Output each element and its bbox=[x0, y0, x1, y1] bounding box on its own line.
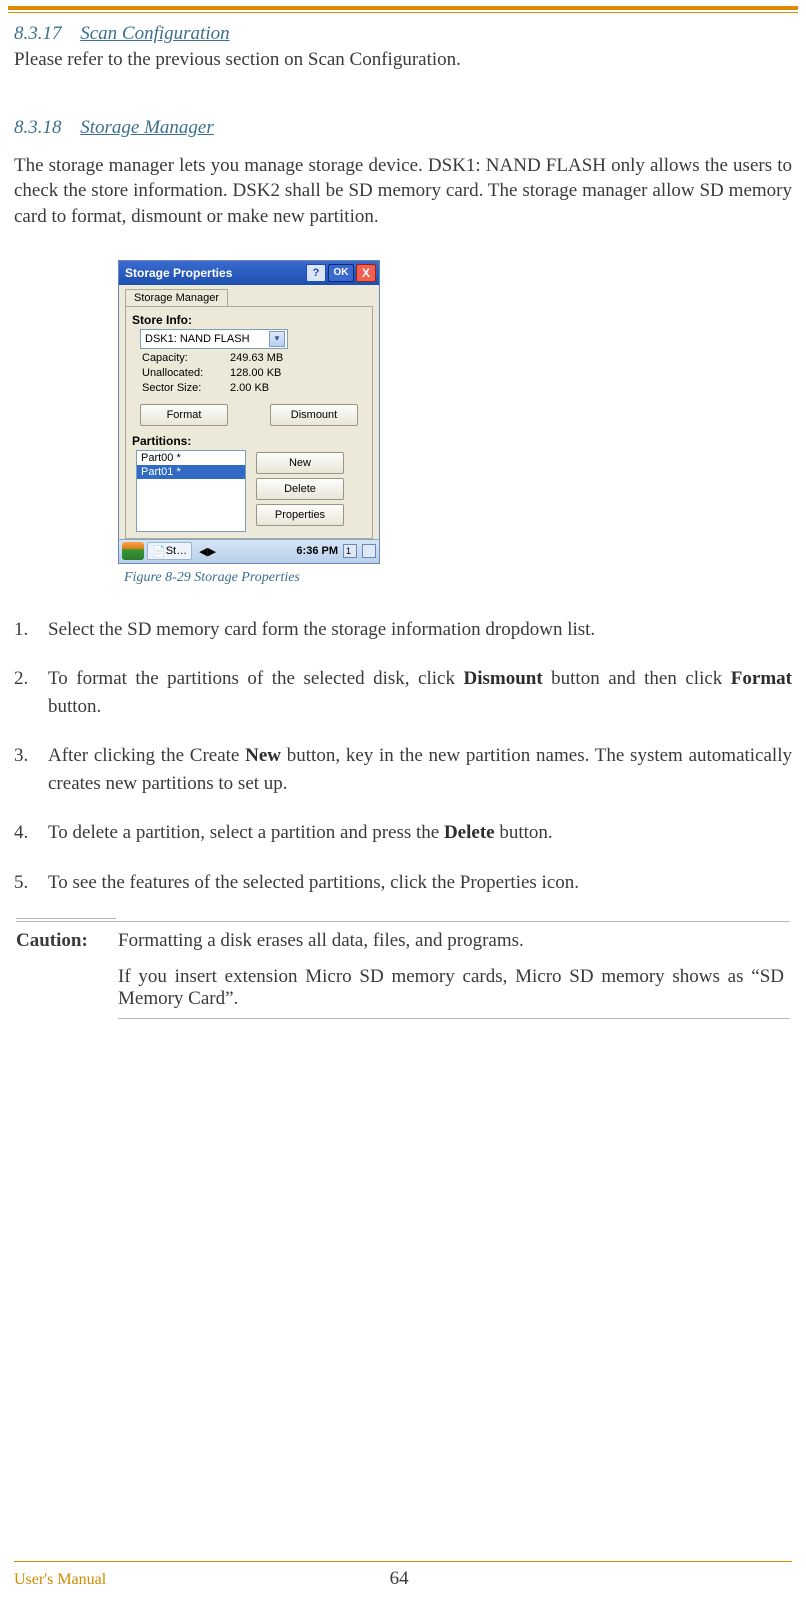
unallocated-row: Unallocated: 128.00 KB bbox=[142, 367, 366, 379]
close-button[interactable]: X bbox=[356, 264, 376, 282]
new-button[interactable]: New bbox=[256, 452, 344, 474]
bold-new: New bbox=[245, 745, 281, 766]
sector-size-label: Sector Size: bbox=[142, 382, 230, 394]
rule bbox=[16, 921, 790, 922]
titlebar: Storage Properties ? OK X bbox=[119, 261, 379, 285]
tray-icon[interactable] bbox=[362, 544, 376, 558]
format-button[interactable]: Format bbox=[140, 404, 228, 426]
footer-left: User's Manual bbox=[14, 1571, 106, 1589]
step-number: 4. bbox=[14, 819, 48, 847]
properties-button[interactable]: Properties bbox=[256, 504, 344, 526]
capacity-value: 249.63 MB bbox=[230, 352, 283, 364]
step-number: 2. bbox=[14, 665, 48, 720]
caution-table: Caution: Formatting a disk erases all da… bbox=[14, 916, 792, 1021]
sector-size-row: Sector Size: 2.00 KB bbox=[142, 382, 366, 394]
list-item[interactable]: Part01 * bbox=[137, 465, 245, 479]
list-item: 5. To see the features of the selected p… bbox=[14, 869, 792, 897]
step-number: 3. bbox=[14, 742, 48, 797]
bold-delete: Delete bbox=[444, 822, 495, 843]
heading-8-3-18: 8.3.18 Storage Manager bbox=[14, 117, 792, 139]
top-rule-thick bbox=[8, 6, 798, 10]
tray-indicator-text: 1 bbox=[344, 546, 351, 556]
taskbar-item[interactable]: 📄 St… bbox=[147, 542, 192, 560]
step-text: To delete a partition, select a partitio… bbox=[48, 819, 792, 847]
sector-size-value: 2.00 KB bbox=[230, 382, 269, 394]
rule bbox=[16, 918, 116, 919]
taskbar-clock: 6:36 PM bbox=[296, 545, 338, 557]
partitions-listbox[interactable]: Part00 * Part01 * bbox=[136, 450, 246, 532]
caution-text-2: If you insert extension Micro SD memory … bbox=[118, 960, 790, 1016]
caution-text-1: Formatting a disk erases all data, files… bbox=[118, 924, 790, 958]
heading-title: Storage Manager bbox=[80, 117, 214, 138]
step-number: 1. bbox=[14, 616, 48, 644]
steps-list: 1. Select the SD memory card form the st… bbox=[14, 616, 792, 897]
heading-number: 8.3.18 bbox=[14, 117, 62, 138]
capacity-row: Capacity: 249.63 MB bbox=[142, 352, 366, 364]
step-text: After clicking the Create New button, ke… bbox=[48, 742, 792, 797]
bold-format: Format bbox=[731, 668, 792, 689]
page-number: 64 bbox=[106, 1568, 692, 1590]
help-button[interactable]: ? bbox=[306, 264, 326, 282]
list-item: 2. To format the partitions of the selec… bbox=[14, 665, 792, 720]
dismount-button[interactable]: Dismount bbox=[270, 404, 358, 426]
bold-dismount: Dismount bbox=[463, 668, 542, 689]
tray-indicator[interactable]: 1 bbox=[343, 544, 357, 558]
capacity-label: Capacity: bbox=[142, 352, 230, 364]
window-storage-properties: Storage Properties ? OK X Storage Manage… bbox=[118, 260, 380, 564]
dropdown-value: DSK1: NAND FLASH bbox=[145, 333, 269, 345]
para-scan-config: Please refer to the previous section on … bbox=[14, 47, 792, 73]
step-text: To see the features of the selected part… bbox=[48, 869, 792, 897]
page-footer: User's Manual 64 bbox=[0, 1553, 806, 1590]
step-text: Select the SD memory card form the stora… bbox=[48, 616, 792, 644]
store-info-dropdown[interactable]: DSK1: NAND FLASH ▾ bbox=[140, 329, 288, 349]
taskbar: 📄 St… ◀▶ 6:36 PM 1 bbox=[119, 539, 379, 563]
store-info-label: Store Info: bbox=[132, 313, 366, 327]
footer-rule bbox=[14, 1561, 792, 1562]
figure-storage-properties: Storage Properties ? OK X Storage Manage… bbox=[118, 260, 380, 586]
step-number: 5. bbox=[14, 869, 48, 897]
tab-storage-manager[interactable]: Storage Manager bbox=[125, 289, 228, 306]
list-item[interactable]: Part00 * bbox=[137, 451, 245, 465]
list-item: 3. After clicking the Create New button,… bbox=[14, 742, 792, 797]
partitions-label: Partitions: bbox=[132, 434, 366, 448]
rule bbox=[118, 1018, 790, 1019]
list-item: 1. Select the SD memory card form the st… bbox=[14, 616, 792, 644]
figure-caption: Figure 8-29 Storage Properties bbox=[124, 570, 380, 586]
unallocated-value: 128.00 KB bbox=[230, 367, 281, 379]
delete-button[interactable]: Delete bbox=[256, 478, 344, 500]
unallocated-label: Unallocated: bbox=[142, 367, 230, 379]
window-title: Storage Properties bbox=[125, 266, 304, 280]
step-text: To format the partitions of the selected… bbox=[48, 665, 792, 720]
task-label: St… bbox=[166, 545, 187, 557]
heading-title: Scan Configuration bbox=[80, 23, 229, 44]
heading-number: 8.3.17 bbox=[14, 23, 62, 44]
tab-panel: Store Info: DSK1: NAND FLASH ▾ Capacity:… bbox=[125, 306, 373, 539]
caution-label: Caution: bbox=[16, 924, 116, 958]
para-storage-manager: The storage manager lets you manage stor… bbox=[14, 153, 792, 230]
start-icon[interactable] bbox=[122, 542, 144, 560]
list-item: 4. To delete a partition, select a parti… bbox=[14, 819, 792, 847]
tray-arrow-icon[interactable]: ◀▶ bbox=[199, 545, 216, 558]
ok-button[interactable]: OK bbox=[328, 264, 354, 282]
heading-8-3-17: 8.3.17 Scan Configuration bbox=[14, 23, 792, 45]
top-rule-thin bbox=[8, 12, 798, 13]
chevron-down-icon[interactable]: ▾ bbox=[269, 331, 285, 347]
